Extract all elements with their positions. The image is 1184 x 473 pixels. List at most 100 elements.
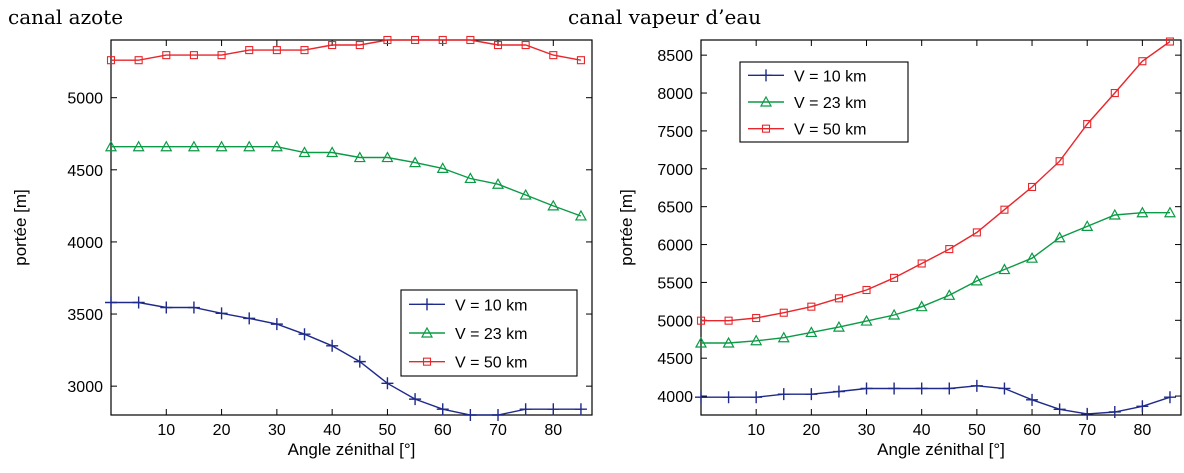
y-tick-label: 8000: [657, 86, 693, 103]
data-point: [1027, 182, 1037, 192]
x-axis-label: Angle zénithal [°]: [877, 440, 1005, 459]
data-point: [187, 140, 200, 152]
data-point: [1108, 208, 1121, 220]
data-point: [1083, 120, 1092, 129]
data-point: [187, 301, 200, 314]
y-tick-label: 8500: [657, 48, 693, 65]
data-point: [106, 56, 116, 65]
x-tick-label: 40: [913, 422, 931, 439]
legend-marker: [421, 298, 433, 311]
data-point: [298, 328, 311, 341]
data-point: [777, 331, 790, 343]
data-point: [1136, 400, 1149, 413]
data-point: [805, 388, 818, 401]
y-tick-label: 3000: [67, 379, 103, 396]
data-point: [215, 140, 228, 152]
data-point: [1165, 37, 1175, 46]
data-point: [1163, 206, 1176, 218]
series-line: [701, 211, 1170, 344]
data-point: [160, 301, 173, 314]
data-point: [160, 140, 173, 152]
data-point: [549, 51, 558, 60]
data-point: [972, 228, 981, 237]
x-axis-label: Angle zénithal [°]: [288, 440, 416, 459]
data-point: [1081, 220, 1094, 231]
legend-label: V = 50 km: [455, 355, 527, 372]
data-point: [1136, 206, 1149, 218]
data-point: [722, 391, 735, 404]
data-point: [862, 285, 871, 295]
data-point: [576, 56, 585, 65]
y-axis-label: portée [m]: [11, 189, 30, 266]
data-point: [752, 313, 761, 323]
legend-marker: [760, 69, 772, 82]
data-point: [1053, 403, 1066, 416]
y-tick-label: 4500: [657, 351, 693, 368]
legend-label: V = 50 km: [794, 122, 866, 139]
chart-title: canal vapeur d’eau: [568, 5, 761, 29]
data-point: [438, 35, 447, 45]
data-point: [722, 336, 735, 348]
data-point: [834, 294, 843, 303]
data-point: [943, 289, 956, 300]
data-point: [945, 245, 954, 254]
x-tick-label: 50: [379, 422, 397, 439]
data-point: [943, 382, 956, 395]
data-point: [491, 177, 505, 189]
x-tick-label: 10: [747, 422, 765, 439]
data-point: [860, 314, 873, 326]
legend-marker: [761, 124, 771, 133]
data-point: [298, 146, 311, 158]
legend-label: V = 10 km: [794, 68, 866, 85]
data-point: [574, 403, 587, 416]
data-point: [970, 379, 983, 392]
data-point: [1163, 391, 1176, 404]
y-tick-label: 4000: [67, 235, 103, 252]
data-point: [1026, 251, 1039, 263]
data-point: [547, 199, 560, 211]
legend-label: V = 10 km: [455, 297, 527, 314]
data-point: [132, 140, 145, 152]
data-point: [353, 151, 366, 163]
data-point: [917, 259, 926, 268]
series-v-23-km: [694, 206, 1176, 348]
legend: V = 10 km V = 23 km V = 50 km: [739, 61, 909, 143]
x-tick-label: 70: [1078, 422, 1096, 439]
data-point: [915, 300, 928, 312]
plot-frame: [110, 39, 593, 416]
data-point: [998, 382, 1011, 395]
data-point: [326, 146, 339, 158]
data-point: [162, 51, 171, 60]
data-point: [777, 388, 790, 401]
data-point: [215, 307, 228, 320]
data-point: [547, 403, 560, 416]
plot-frame: [700, 39, 1182, 416]
data-point: [492, 409, 505, 421]
y-tick-label: 4000: [657, 389, 693, 406]
data-point: [381, 151, 394, 163]
data-point: [189, 51, 198, 60]
series-v-23-km: [104, 140, 587, 221]
data-point: [243, 312, 256, 325]
x-tick-label: 70: [489, 422, 507, 439]
data-point: [466, 35, 475, 45]
x-tick-label: 60: [1023, 422, 1041, 439]
series-line: [111, 145, 582, 217]
x-tick-label: 20: [802, 422, 820, 439]
data-point: [104, 140, 118, 152]
data-point: [436, 403, 449, 416]
data-point: [243, 140, 256, 152]
y-tick-label: 4500: [67, 163, 103, 180]
legend-marker: [420, 326, 434, 338]
series-v-50-km: [106, 35, 585, 65]
data-point: [1138, 57, 1147, 66]
data-point: [217, 51, 226, 60]
data-point: [521, 40, 530, 50]
data-point: [888, 382, 901, 395]
data-point: [779, 308, 788, 317]
data-point: [1053, 231, 1066, 243]
series-line: [701, 40, 1171, 322]
series-line: [701, 385, 1171, 415]
x-tick-label: 30: [858, 422, 876, 439]
data-point: [270, 318, 283, 331]
